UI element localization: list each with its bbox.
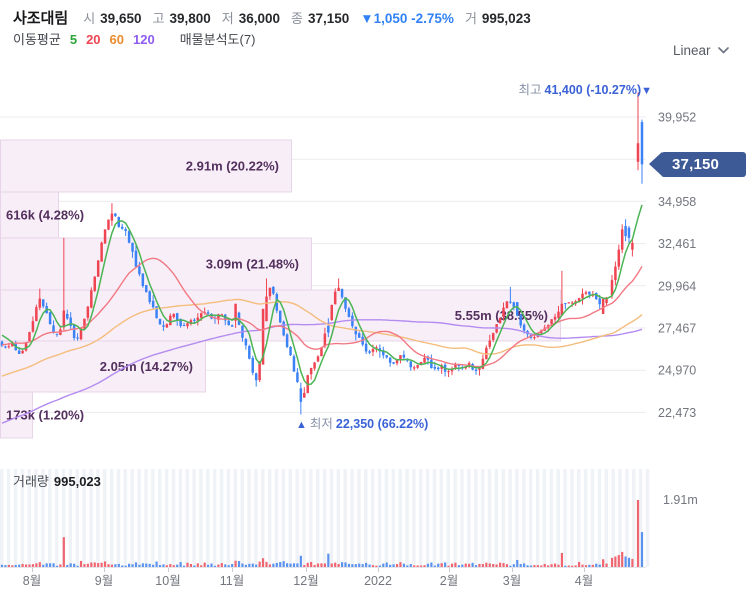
volume-profile-band-label: 2.91m (20.22%) <box>186 159 279 174</box>
candles <box>0 92 644 415</box>
volume-bars <box>0 500 644 567</box>
high-annotation: 최고 41,400 (-10.27%)▼ <box>518 83 653 97</box>
field-close: 종 37,150 <box>291 11 350 26</box>
header-row: 사조대림 시 39,650 고 39,800 저 36,000 종 37,150… <box>13 7 531 28</box>
y-axis-label: 34,958 <box>658 195 696 209</box>
scale-dropdown[interactable]: Linear <box>673 43 729 58</box>
x-axis-label: 12월 <box>293 574 318 588</box>
x-axis-label: 2022 <box>364 574 392 588</box>
scale-dropdown-label: Linear <box>673 43 711 58</box>
volume-legend-value: 995,023 <box>53 474 101 489</box>
ma-120-line <box>1 319 643 424</box>
volume-profile-band-label: 2.05m (14.27%) <box>100 359 193 374</box>
x-axis-labels: 8월 9월 10월 11월 12월 2022 2월 3월 4월 <box>23 568 593 588</box>
y-axis-label: 39,952 <box>658 111 696 125</box>
x-axis-label: 9월 <box>95 574 113 588</box>
field-low: 저 36,000 <box>221 11 280 26</box>
low-annotation: ▲ 최저 22,350 (66.22%) <box>296 417 429 431</box>
field-volume: 거 995,023 <box>464 11 531 26</box>
y-axis-label: 27,467 <box>658 322 696 336</box>
x-axis-label: 4월 <box>575 574 593 588</box>
volume-profile-label: 매물분석도(7) <box>179 32 256 47</box>
x-axis-label: 11월 <box>220 574 244 588</box>
volume-stripes <box>0 469 650 567</box>
ma-period-20: 20 <box>86 32 101 47</box>
ma-20-line <box>1 257 643 368</box>
ma-legend-title: 이동평균 <box>13 32 61 47</box>
x-axis-label: 2월 <box>440 574 458 588</box>
field-open: 시 39,650 <box>83 11 142 26</box>
x-axis-label: 10월 <box>155 574 180 588</box>
field-high: 고 39,800 <box>152 11 211 26</box>
current-price-badge: 37,150 <box>661 151 746 177</box>
ma-period-60: 60 <box>109 32 125 47</box>
volume-profile-band-label: 616k (4.28%) <box>6 208 84 223</box>
chevron-down-icon <box>717 47 729 54</box>
ma-period-5: 5 <box>69 32 78 47</box>
current-price-badge-arrow <box>649 151 662 176</box>
volume-profile-band-label: 5.55m (38.55%) <box>455 308 548 323</box>
y-axis-labels: 39,952 34,958 32,461 29,964 27,467 24,970 22,4… <box>658 111 698 508</box>
y-axis-label: 22,473 <box>658 406 696 420</box>
volume-legend: 거래량 995,023 <box>13 474 101 489</box>
stock-title: 사조대림 <box>13 10 69 27</box>
volume-profile-band-label: 173k (1.20%) <box>6 408 84 423</box>
ma-60-line <box>1 298 643 377</box>
ma-legend: 이동평균 5 20 60 120 매물분석도(7) <box>13 29 255 48</box>
ma-lines <box>1 204 643 424</box>
x-axis-label: 3월 <box>503 574 521 588</box>
volume-max-label: 1.91m <box>663 493 698 507</box>
volume-profile-bands: 2.91m (20.22%) 616k (4.28%) 3.09m (21.48%)… <box>0 139 561 439</box>
change-text: ▼1,050 -2.75% <box>360 11 454 26</box>
volume-profile-band-label: 3.09m (21.48%) <box>206 257 299 272</box>
y-axis-label: 29,964 <box>658 279 696 293</box>
x-axis-label: 8월 <box>23 574 41 588</box>
y-axis-label: 32,461 <box>658 237 696 251</box>
ma-5-line <box>1 204 643 386</box>
ma-period-120: 120 <box>133 32 155 47</box>
y-axis-label: 24,970 <box>658 364 696 378</box>
